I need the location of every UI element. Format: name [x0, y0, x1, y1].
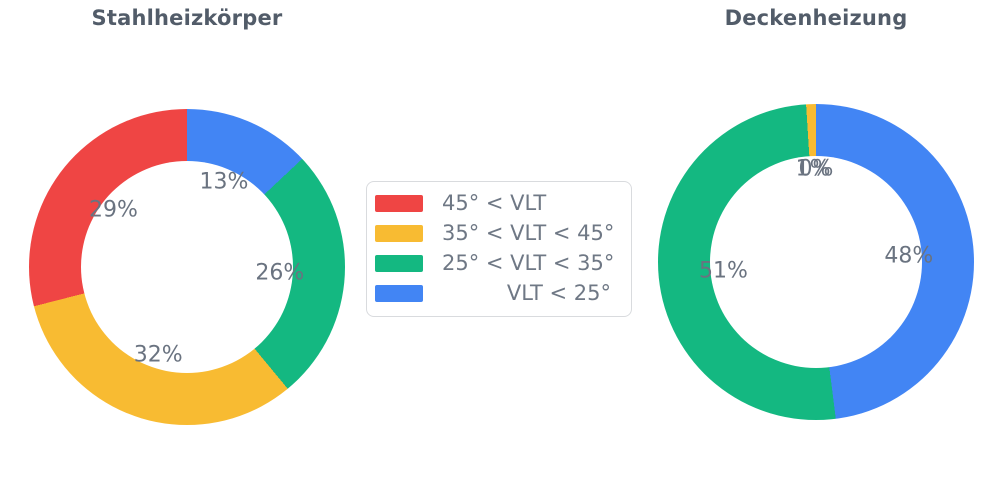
slice-percent-label: 13%	[199, 169, 249, 195]
legend-item-red: 45° < VLT	[375, 188, 611, 218]
legend: 45° < VLT 35° < VLT < 45° 25° < VLT < 35…	[366, 181, 632, 317]
legend-swatch-yellow	[375, 224, 423, 242]
legend-label: VLT < 25°	[506, 281, 611, 305]
legend-swatch-blue	[375, 284, 423, 302]
legend-label: 45° < VLT	[442, 191, 547, 215]
chart-title-stahlheizkoerper: Stahlheizkörper	[91, 6, 283, 30]
slice-percent-label: 1%	[795, 156, 831, 182]
donut-chart-stahlheizkoerper: 13% 26% 32% 29%	[29, 109, 345, 425]
donut-hole	[710, 156, 922, 368]
legend-item-yellow: 35° < VLT < 45°	[375, 218, 615, 248]
slice-percent-label: 48%	[884, 243, 934, 269]
legend-item-blue: VLT < 25°	[375, 278, 611, 308]
slice-percent-label: 0%	[798, 156, 834, 182]
slice-percent-label: 51%	[698, 258, 748, 284]
donut-hole	[81, 161, 293, 373]
legend-label: 25° < VLT < 35°	[442, 251, 615, 275]
legend-label: 35° < VLT < 45°	[442, 221, 615, 245]
legend-swatch-green	[375, 254, 423, 272]
legend-swatch-red	[375, 194, 423, 212]
donut-chart-deckenheizung: 48% 51% 1% 0%	[658, 104, 974, 420]
slice-percent-label: 29%	[89, 197, 138, 223]
chart-title-deckenheizung: Deckenheizung	[724, 6, 908, 30]
legend-item-green: 25° < VLT < 35°	[375, 248, 615, 278]
slice-percent-label: 26%	[255, 260, 305, 286]
slice-percent-label: 32%	[133, 342, 183, 368]
